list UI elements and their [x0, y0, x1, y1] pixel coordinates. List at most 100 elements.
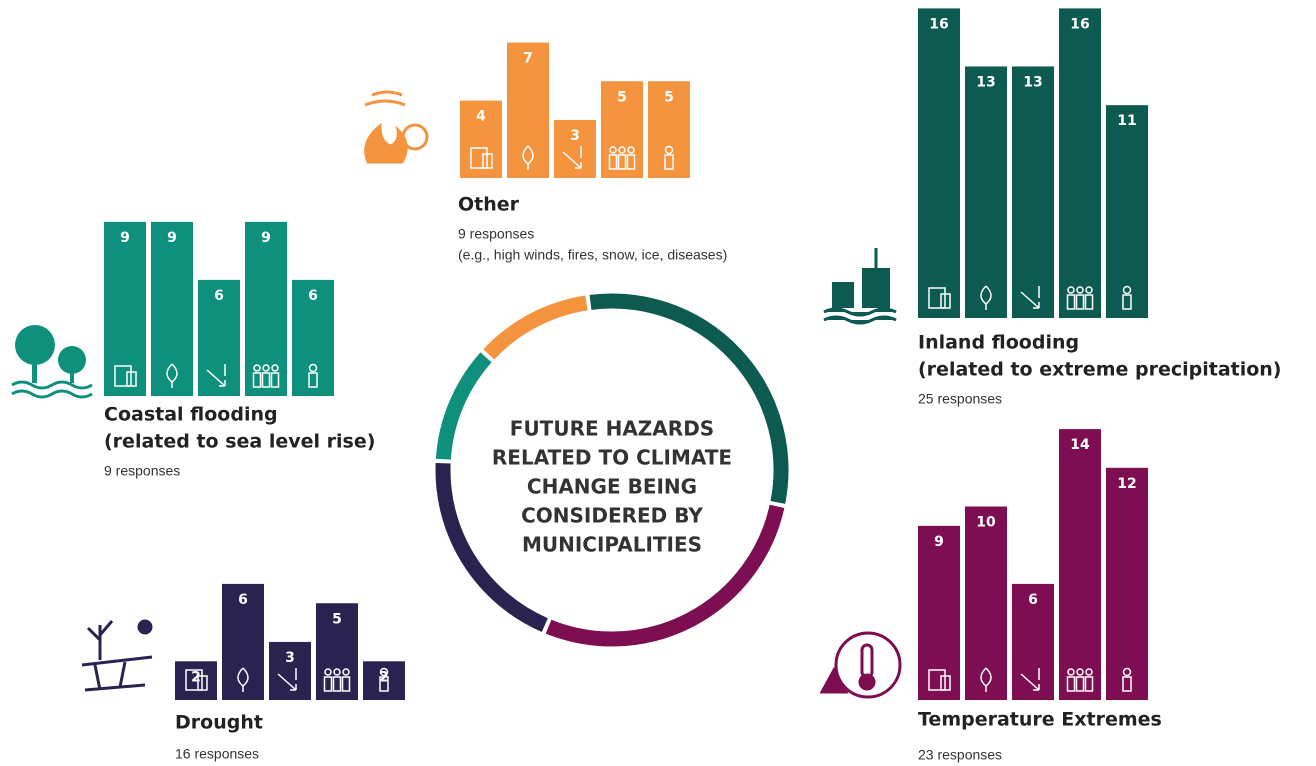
value-label: 9 [120, 230, 130, 246]
centre-title-line: FUTURE HAZARDS [510, 417, 714, 441]
donut-segment [483, 295, 588, 360]
bar-charts: 4 7 3 5 5 Other 9 responses (e.g., high winds, … [104, 8, 1282, 763]
people-icon [618, 146, 626, 154]
person-icon [308, 372, 318, 388]
bar [1012, 583, 1054, 700]
value-label: 6 [308, 288, 318, 304]
bar [1106, 105, 1148, 319]
centre-title-line: RELATED TO CLIMATE [492, 446, 732, 470]
fire-icon [364, 90, 429, 164]
bar [316, 603, 358, 700]
leaf-icon [166, 363, 178, 388]
donut-segment [435, 352, 492, 460]
people-icon [262, 364, 270, 372]
bar [1059, 8, 1101, 319]
person-icon [1122, 667, 1132, 677]
person-icon [1122, 285, 1132, 295]
value-label: 3 [570, 128, 580, 144]
people-icon [1075, 294, 1085, 310]
people-icon [617, 154, 627, 170]
leaf-icon [237, 667, 249, 692]
people-icon [1076, 286, 1084, 294]
bar [175, 661, 217, 700]
buildings-icon [114, 365, 132, 387]
people-icon [1085, 286, 1093, 294]
person-icon [1122, 676, 1132, 692]
people-icon [1076, 668, 1084, 676]
person-icon [379, 676, 389, 692]
people-icon [333, 668, 341, 676]
people-icon [253, 364, 261, 372]
people-icon [324, 668, 332, 676]
value-label: 9 [261, 230, 271, 246]
chart-title: (related to sea level rise) [104, 431, 375, 453]
centre-title: FUTURE HAZARDS RELATED TO CLIMATE CHANGE B… [492, 417, 732, 557]
donut-segment [435, 462, 548, 632]
buildings-icon [185, 669, 203, 691]
bar [1106, 467, 1148, 700]
hazard-icons [11, 90, 902, 699]
people-icon [1084, 294, 1094, 310]
responses: 25 responses [918, 391, 1002, 407]
buildings-icon [928, 287, 946, 309]
bar [151, 221, 193, 396]
people-icon [342, 668, 350, 676]
bar [965, 506, 1007, 700]
value-label: 4 [476, 109, 486, 125]
chart-title: (related to extreme precipitation) [918, 359, 1282, 381]
people-icon [1085, 668, 1093, 676]
bar [222, 583, 264, 700]
bar-chart: 4 7 3 5 5 Other 9 responses (e.g., high winds, … [458, 42, 727, 263]
economy-icon [277, 668, 297, 691]
person-icon [308, 363, 318, 373]
bar [1012, 66, 1054, 318]
city-icon [823, 248, 897, 325]
person-icon [379, 667, 389, 677]
bar [198, 279, 240, 396]
responses: 23 responses [918, 747, 1002, 763]
economy-icon [1020, 668, 1040, 691]
chart-title: Drought [175, 712, 263, 734]
value-label: 3 [285, 650, 295, 666]
economy-icon [562, 146, 582, 169]
people-icon [627, 146, 635, 154]
leaf-icon [980, 285, 992, 310]
bar [965, 66, 1007, 318]
value-label: 13 [1023, 74, 1042, 90]
donut-segment [589, 293, 789, 504]
people-icon [1075, 676, 1085, 692]
centre-title-line: CHANGE BEING [527, 475, 697, 499]
bar-chart: 16 13 13 16 11 Inland flooding (related to ext… [918, 8, 1282, 407]
value-label: 13 [976, 74, 995, 90]
centre-title-line: MUNICIPALITIES [522, 533, 702, 557]
leaf-icon [980, 667, 992, 692]
buildings-icon [470, 147, 488, 169]
value-label: 5 [332, 611, 342, 627]
value-label: 9 [167, 230, 177, 246]
bar-chart: 9 9 6 9 6 Coastal flooding (related to sea lev… [104, 221, 375, 479]
people-icon [261, 372, 271, 388]
thermometer-icon [819, 631, 902, 699]
bar [918, 525, 960, 700]
people-icon [626, 154, 636, 170]
chart-title: Inland flooding [918, 332, 1079, 354]
person-icon [1122, 294, 1132, 310]
buildings-icon [940, 293, 951, 309]
value-label: 7 [523, 51, 533, 67]
buildings-icon [940, 675, 951, 691]
people-icon [1066, 676, 1076, 692]
people-icon [332, 676, 342, 692]
economy-icon [206, 364, 226, 387]
bar [104, 221, 146, 396]
value-label: 6 [238, 592, 248, 608]
value-label: 6 [214, 288, 224, 304]
value-label: 11 [1117, 113, 1136, 129]
donut-segment [545, 504, 785, 647]
people-icon [323, 676, 333, 692]
people-icon [252, 372, 262, 388]
bar [1059, 429, 1101, 700]
person-icon [664, 154, 674, 170]
bar [507, 42, 549, 178]
person-icon [664, 145, 674, 155]
